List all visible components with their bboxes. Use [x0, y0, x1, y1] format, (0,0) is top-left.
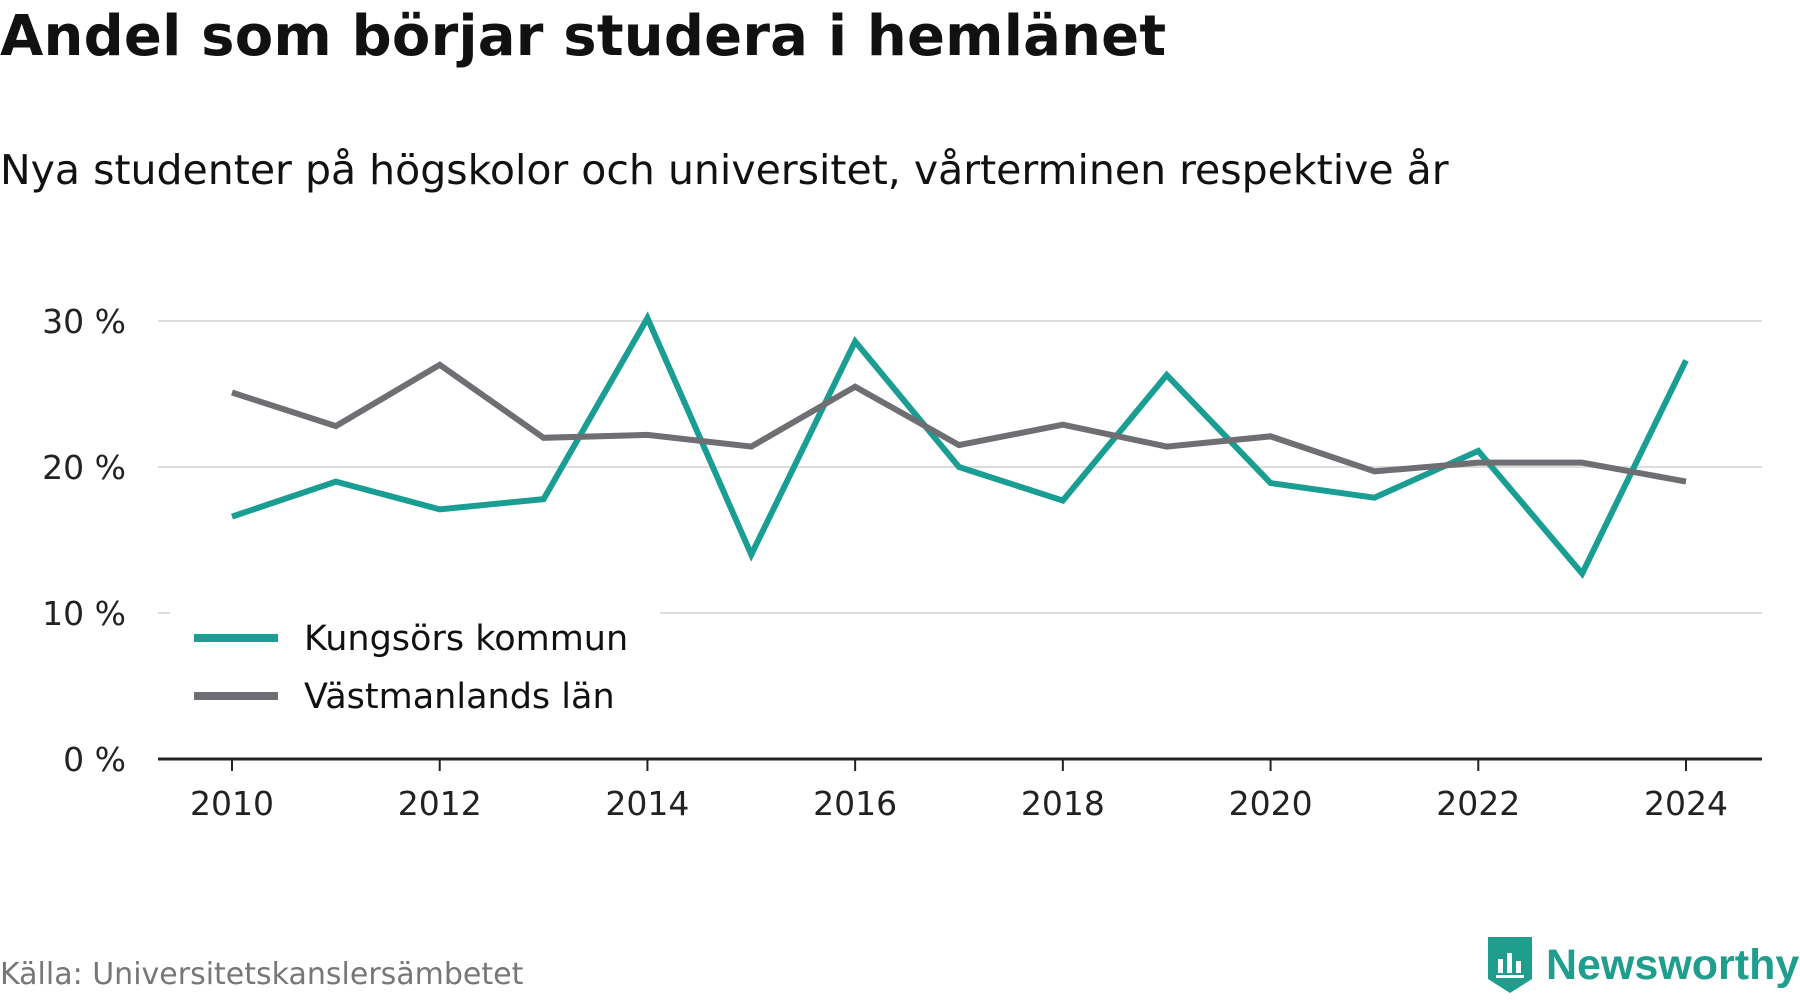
y-tick-label: 10 %: [42, 594, 126, 633]
series-line-vastmanland: [231, 361, 1687, 485]
x-tick-label: 2020: [1229, 784, 1313, 823]
x-tick-label: 2014: [605, 784, 689, 823]
y-tick-label: 30 %: [42, 302, 126, 341]
x-tick-label: 2018: [1021, 784, 1105, 823]
brand-name: Newsworthy: [1546, 940, 1800, 989]
chart-subtitle: Nya studenter på högskolor och universit…: [0, 146, 1449, 194]
x-tick-label: 2024: [1644, 784, 1728, 823]
x-tick-label: 2012: [398, 784, 482, 823]
newsworthy-logo: Newsworthy: [1486, 935, 1799, 995]
x-tick-label: 2016: [813, 784, 897, 823]
legend-background: [170, 602, 660, 732]
y-tick-label: 0 %: [63, 740, 126, 779]
legend-label: Västmanlands län: [304, 677, 615, 717]
x-tick-label: 2010: [190, 784, 274, 823]
x-tick-label: 2022: [1436, 784, 1520, 823]
legend-label: Kungsörs kommun: [304, 619, 628, 659]
chart-title: Andel som börjar studera i hemlänet: [0, 4, 1167, 69]
source-note: Källa: Universitetskanslersämbetet: [0, 957, 524, 992]
newsworthy-logo-icon: [1488, 937, 1532, 993]
y-tick-label: 20 %: [42, 448, 126, 487]
